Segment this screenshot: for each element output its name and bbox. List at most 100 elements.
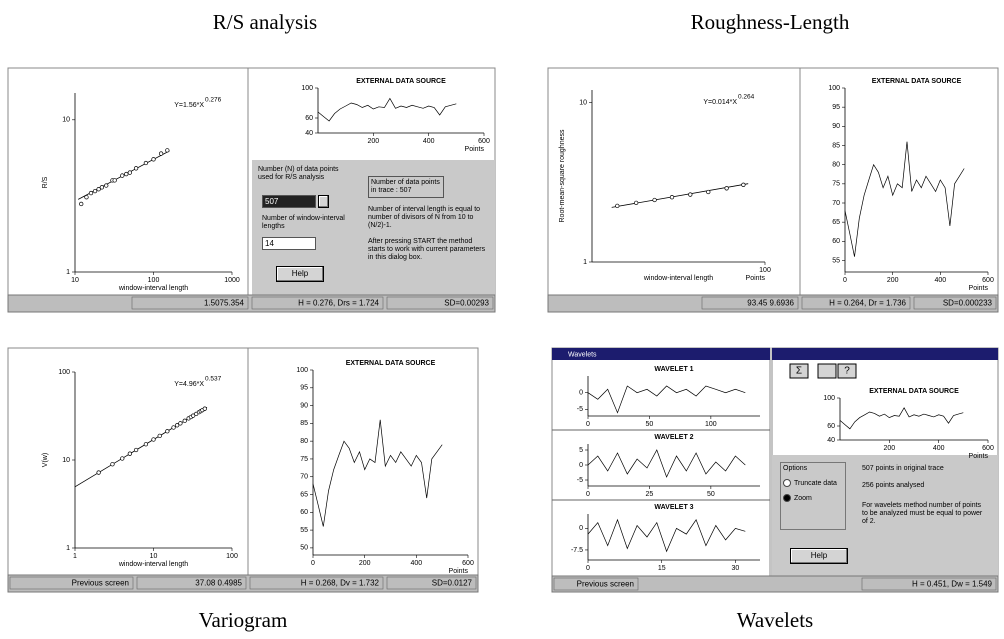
- x-tick-label: 50: [707, 491, 715, 498]
- y-tick-label: 50: [300, 545, 308, 552]
- option[interactable]: Truncate data: [783, 479, 843, 488]
- caption: Roughness-Length: [691, 10, 850, 34]
- caption: Wavelets: [737, 608, 813, 632]
- y-tick-label: 95: [832, 104, 840, 111]
- data-point: [159, 152, 163, 156]
- dialog-info: Number of data points in trace : 507: [368, 176, 444, 198]
- data-point: [85, 195, 89, 199]
- dialog-label: Number of window-interval lengths: [262, 215, 352, 231]
- y-tick-label: -5: [577, 406, 583, 413]
- y-tick-label: 80: [300, 438, 308, 445]
- y-tick-label: 85: [300, 420, 308, 427]
- help-button[interactable]: Help: [276, 266, 324, 282]
- y-tick-label: 0: [579, 462, 583, 469]
- y-tick-label: 70: [832, 200, 840, 207]
- x-tick-label: 0: [843, 277, 847, 284]
- equation-exponent: 0.276: [205, 97, 222, 104]
- y-tick-label: 60: [827, 423, 835, 430]
- x-tick-label: 200: [359, 560, 371, 567]
- x-tick-label: 100: [705, 421, 717, 428]
- data-point: [134, 448, 138, 452]
- status-text: Previous screen: [72, 579, 129, 588]
- plot-title: EXTERNAL DATA SOURCE: [346, 360, 436, 367]
- data-point: [166, 149, 170, 153]
- data-point: [653, 198, 657, 202]
- data-point: [688, 193, 692, 197]
- option-label: Truncate data: [794, 480, 837, 487]
- equation: Y=4.96*X: [174, 381, 204, 388]
- plot-title: WAVELET 3: [654, 504, 693, 511]
- y-tick-label: 70: [300, 474, 308, 481]
- equation: Y=1.56*X: [174, 102, 204, 109]
- data-point: [615, 204, 619, 208]
- y-tick-label: 75: [832, 181, 840, 188]
- y-tick-label: 1: [66, 545, 70, 552]
- y-tick-label: 75: [300, 456, 308, 463]
- y-tick-label: 40: [305, 130, 313, 137]
- plot-title: WAVELET 1: [654, 366, 693, 373]
- y-tick-label: 5: [579, 447, 583, 454]
- data-point: [670, 195, 674, 199]
- y-tick-label: 60: [832, 238, 840, 245]
- y-tick-label: 65: [300, 491, 308, 498]
- data-point: [152, 438, 156, 442]
- data-point: [128, 452, 132, 456]
- y-tick-label: 60: [300, 509, 308, 516]
- y-tick-label: 100: [301, 85, 313, 92]
- y-tick-label: 100: [296, 367, 308, 374]
- data-point: [203, 407, 207, 411]
- y-tick-label: 65: [832, 219, 840, 226]
- toolbar-label: ?: [844, 366, 850, 377]
- data-point: [134, 167, 138, 171]
- x-axis-label: window-interval length: [643, 275, 713, 282]
- y-tick-label: 10: [62, 457, 70, 464]
- data-point: [79, 202, 83, 206]
- x-tick-label: 0: [586, 565, 590, 572]
- data-point: [93, 189, 97, 193]
- data-point: [100, 186, 104, 190]
- status-text: SD=0.0127: [432, 579, 473, 588]
- data-point: [152, 158, 156, 162]
- x-axis-label: window-interval length: [118, 285, 188, 292]
- x-tick-label: 1000: [224, 277, 240, 284]
- info: 507 points in original trace: [862, 465, 982, 473]
- data-point: [144, 442, 148, 446]
- y-tick-label: 85: [832, 142, 840, 149]
- y-tick-label: 0: [579, 390, 583, 397]
- y-tick-label: 90: [832, 123, 840, 130]
- option[interactable]: Zoom: [783, 494, 843, 503]
- status-text: H = 0.276, Drs = 1.724: [298, 299, 379, 308]
- equation-exponent: 0.537: [205, 376, 222, 383]
- data-point: [124, 172, 128, 176]
- x-tick-label: 400: [423, 138, 435, 145]
- y-tick-label: 100: [828, 85, 840, 92]
- data-point: [120, 174, 124, 178]
- caption: Variogram: [199, 608, 288, 632]
- plot-title: EXTERNAL DATA SOURCE: [356, 78, 446, 85]
- x-tick-label: 30: [732, 565, 740, 572]
- radio[interactable]: [783, 479, 791, 487]
- equation: Y=0.014*X: [703, 99, 737, 106]
- x-tick-label: 200: [887, 277, 899, 284]
- spin-button[interactable]: [318, 195, 329, 208]
- window: [548, 68, 998, 312]
- y-tick-label: 100: [823, 395, 835, 402]
- x-tick-label: 100: [759, 267, 771, 274]
- x-tick-label: 1: [73, 553, 77, 560]
- input[interactable]: 14: [262, 237, 316, 250]
- dialog-info: Number of interval length is equal to nu…: [368, 206, 488, 230]
- y-tick-label: 100: [58, 369, 70, 376]
- x-tick-label: 600: [982, 277, 994, 284]
- radio[interactable]: [783, 494, 791, 502]
- help-button[interactable]: Help: [790, 548, 848, 564]
- data-point: [725, 187, 729, 191]
- input[interactable]: 507: [262, 195, 316, 208]
- figure: R/S analysis Roughness-Length Variogram …: [0, 0, 1004, 639]
- y-tick-label: 60: [305, 115, 313, 122]
- status-bar: [8, 295, 495, 312]
- toolbar-button[interactable]: [818, 364, 836, 378]
- y-tick-label: 10: [579, 99, 587, 106]
- status-text: H = 0.268, Dv = 1.732: [301, 579, 380, 588]
- data-point: [89, 191, 93, 195]
- data-point: [706, 190, 710, 194]
